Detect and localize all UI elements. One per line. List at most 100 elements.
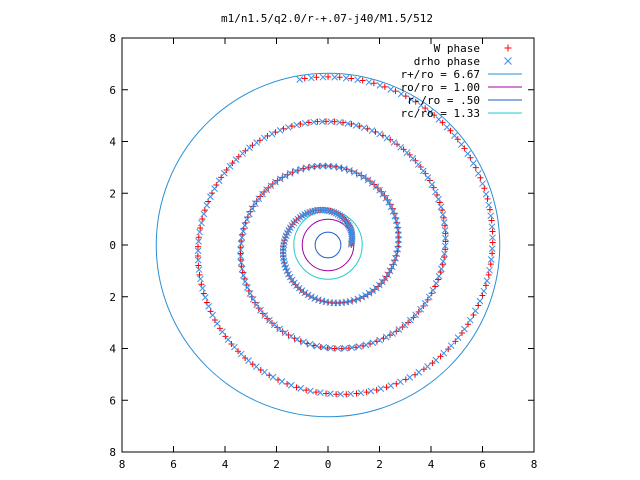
- drho-phase-point: [442, 234, 449, 242]
- drho-phase-point: [421, 299, 429, 307]
- drho-phase-point: [257, 306, 264, 314]
- drho-phase-point: [368, 179, 376, 187]
- drho-phase-point: [284, 124, 292, 131]
- drho-phase-point: [248, 205, 256, 213]
- w-phase-point: [439, 261, 446, 268]
- drho-phase-point: [350, 296, 358, 304]
- drho-phase-point: [409, 154, 417, 162]
- drho-phase-point: [346, 223, 353, 230]
- drho-phase-point: [297, 165, 305, 173]
- w-phase-point: [370, 80, 377, 87]
- w-phase-point: [452, 338, 459, 345]
- w-phase-point: [489, 239, 496, 246]
- drho-phase-point: [487, 256, 495, 263]
- w-phase-point: [441, 222, 448, 229]
- drho-phase-point: [439, 211, 447, 218]
- drho-phase-point: [488, 245, 496, 252]
- w-phase-point: [324, 345, 331, 352]
- drho-phase-point: [200, 210, 208, 218]
- drho-phase-point: [424, 174, 432, 181]
- drho-phase-point: [389, 330, 397, 337]
- w-phase-point: [314, 118, 321, 125]
- y-tick-label: 0: [109, 239, 116, 252]
- w-phase-point: [348, 75, 355, 82]
- w-phase-point: [415, 308, 422, 315]
- drho-phase-point: [365, 289, 373, 297]
- drho-phase-point: [415, 368, 423, 376]
- drho-phase-point: [483, 277, 491, 285]
- w-phase-point: [333, 391, 340, 398]
- drho-phase-point: [317, 389, 324, 396]
- drho-phase-point: [362, 341, 370, 349]
- drho-phase-point: [194, 256, 202, 264]
- drho-phase-point: [300, 338, 307, 346]
- w-phase-point: [199, 215, 206, 222]
- legend-label: W phase: [434, 42, 480, 55]
- drho-phase-point: [241, 222, 249, 229]
- drho-phase-point: [249, 295, 257, 303]
- drho-phase-point: [403, 149, 411, 156]
- y-tick-label: 6: [109, 394, 116, 407]
- drho-phase-point: [253, 301, 260, 309]
- drho-phase-point: [489, 234, 496, 242]
- drho-phase-point: [307, 74, 315, 82]
- drho-phase-point: [209, 311, 216, 319]
- legend-label: r-/ro = .50: [407, 94, 480, 107]
- w-phase-point: [439, 119, 446, 126]
- drho-phase-point: [231, 343, 238, 351]
- drho-phase-point: [201, 294, 209, 301]
- y-tick-label: 8: [109, 446, 116, 459]
- drho-phase-point: [419, 167, 427, 175]
- w-phase-point: [429, 360, 436, 367]
- drho-phase-point: [246, 210, 253, 218]
- drho-phase-point: [406, 373, 414, 381]
- w-phase-point: [195, 243, 202, 250]
- drho-phase-point: [286, 169, 294, 177]
- drho-phase-point: [488, 223, 496, 231]
- drho-phase-point: [287, 332, 295, 340]
- w-phase-point: [445, 346, 452, 353]
- drho-phase-point: [426, 108, 434, 116]
- w-phase-point: [313, 74, 320, 81]
- legend-label: r+/ro = 6.67: [401, 68, 480, 81]
- drho-phase-point: [412, 311, 419, 319]
- drho-phase-point: [376, 82, 384, 89]
- y-tick-label: 2: [109, 291, 116, 304]
- legend-label: rc/ro = 1.33: [401, 107, 480, 120]
- drho-phase-point: [219, 328, 226, 336]
- drho-phase-point: [286, 273, 294, 281]
- drho-phase-point: [244, 284, 251, 291]
- w-phase-point: [489, 250, 496, 257]
- drho-phase-point: [278, 378, 286, 385]
- drho-phase-point: [342, 74, 350, 82]
- w-phase-point: [201, 207, 208, 214]
- drho-phase-point: [221, 169, 228, 177]
- drho-phase-point: [438, 265, 445, 273]
- drho-phase-point: [387, 85, 395, 93]
- drho-phase-point: [327, 390, 334, 398]
- drho-phase-point: [388, 263, 396, 271]
- w-phase-point: [484, 195, 491, 202]
- drho-phase-point: [319, 73, 327, 81]
- drho-phase-point: [197, 275, 204, 283]
- drho-phase-point: [354, 295, 362, 303]
- drho-phase-point: [401, 321, 409, 329]
- drho-phase-point: [360, 124, 368, 132]
- drho-phase-point: [330, 209, 338, 216]
- drho-phase-point: [319, 162, 327, 170]
- drho-phase-point: [439, 258, 447, 265]
- drho-phase-point: [486, 266, 493, 274]
- y-tick-label: 4: [109, 343, 116, 356]
- drho-phase-point: [318, 118, 326, 125]
- w-phase-point: [442, 246, 449, 253]
- drho-phase-point: [205, 302, 212, 310]
- w-phase-point: [303, 387, 310, 394]
- drho-phase-point: [355, 171, 363, 178]
- drho-phase-point: [237, 246, 245, 254]
- drho-phase-point: [362, 292, 369, 299]
- drho-phase-point: [293, 336, 301, 343]
- drho-phase-point: [348, 228, 355, 236]
- legend-marker: [504, 44, 512, 52]
- w-phase-point: [488, 217, 495, 224]
- circle-series-2: [314, 231, 342, 259]
